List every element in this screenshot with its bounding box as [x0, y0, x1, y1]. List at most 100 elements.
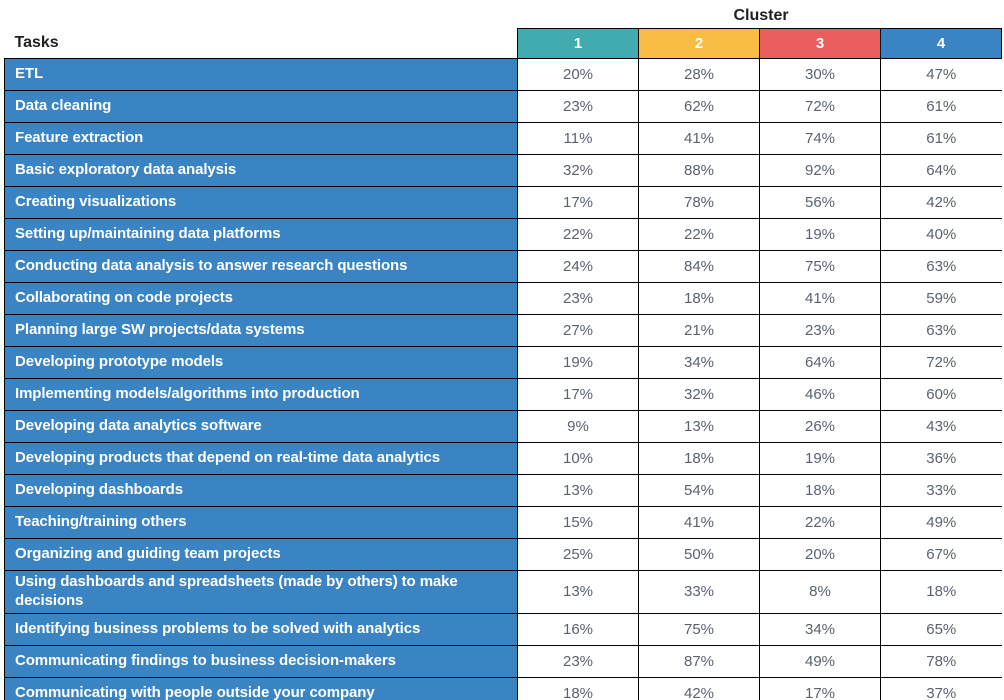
value-cell: 88% [638, 154, 760, 187]
value-cell: 63% [880, 314, 1002, 347]
value-cell: 27% [517, 314, 639, 347]
value-cell: 22% [638, 218, 760, 251]
value-cell: 32% [638, 378, 760, 411]
value-cell: 16% [517, 612, 639, 646]
value-cell: 34% [759, 612, 881, 646]
cluster-column-header-2: 2 [638, 28, 760, 59]
value-cell: 61% [880, 90, 1002, 123]
value-cell: 59% [880, 282, 1002, 315]
value-cell: 72% [880, 346, 1002, 379]
task-label: Developing prototype models [4, 346, 518, 379]
value-cell: 18% [638, 282, 760, 315]
value-cell: 10% [517, 442, 639, 475]
value-cell: 49% [759, 644, 881, 678]
value-cell: 23% [517, 644, 639, 678]
table-row: Setting up/maintaining data platforms 22… [4, 218, 1002, 251]
value-cell: 30% [759, 58, 881, 91]
task-label: Feature extraction [4, 122, 518, 155]
task-label: ETL [4, 58, 518, 91]
value-cell: 41% [759, 282, 881, 315]
table-row: Organizing and guiding team projects 25%… [4, 538, 1002, 571]
value-cell: 56% [759, 186, 881, 219]
value-cell: 15% [517, 506, 639, 539]
value-cell: 18% [880, 570, 1002, 614]
table-row: Developing dashboards 13% 54% 18% 33% [4, 474, 1002, 507]
value-cell: 20% [759, 538, 881, 571]
value-cell: 18% [517, 676, 639, 700]
value-cell: 19% [517, 346, 639, 379]
value-cell: 87% [638, 644, 760, 678]
value-cell: 41% [638, 506, 760, 539]
table-row: Collaborating on code projects 23% 18% 4… [4, 282, 1002, 315]
cluster-title: Cluster [733, 7, 789, 24]
value-cell: 72% [759, 90, 881, 123]
table-row: Implementing models/algorithms into prod… [4, 378, 1002, 411]
value-cell: 64% [880, 154, 1002, 187]
table-row: Data cleaning 23% 62% 72% 61% [4, 90, 1002, 123]
value-cell: 23% [517, 90, 639, 123]
table-row: Developing products that depend on real-… [4, 442, 1002, 475]
value-cell: 17% [759, 676, 881, 700]
task-label: Communicating with people outside your c… [4, 676, 518, 700]
value-cell: 78% [880, 644, 1002, 678]
table-row: Communicating findings to business decis… [4, 644, 1002, 678]
value-cell: 18% [638, 442, 760, 475]
table-row: Using dashboards and spreadsheets (made … [4, 570, 1002, 614]
value-cell: 92% [759, 154, 881, 187]
value-cell: 24% [517, 250, 639, 283]
value-cell: 67% [880, 538, 1002, 571]
value-cell: 75% [759, 250, 881, 283]
value-cell: 43% [880, 410, 1002, 443]
value-cell: 13% [517, 474, 639, 507]
value-cell: 28% [638, 58, 760, 91]
task-label: Data cleaning [4, 90, 518, 123]
task-label: Developing products that depend on real-… [4, 442, 518, 475]
value-cell: 84% [638, 250, 760, 283]
value-cell: 49% [880, 506, 1002, 539]
table-row: Developing prototype models 19% 34% 64% … [4, 346, 1002, 379]
value-cell: 62% [638, 90, 760, 123]
value-cell: 18% [759, 474, 881, 507]
tasks-table: Tasks 1 2 3 4 ETL 20% 28% 30% 47% Data c… [4, 28, 1002, 700]
value-cell: 26% [759, 410, 881, 443]
value-cell: 17% [517, 186, 639, 219]
table-row: Basic exploratory data analysis 32% 88% … [4, 154, 1002, 187]
task-label: Organizing and guiding team projects [4, 538, 518, 571]
value-cell: 47% [880, 58, 1002, 91]
table-row: Communicating with people outside your c… [4, 676, 1002, 700]
value-cell: 40% [880, 218, 1002, 251]
value-cell: 78% [638, 186, 760, 219]
value-cell: 42% [880, 186, 1002, 219]
table-row: Developing data analytics software 9% 13… [4, 410, 1002, 443]
value-cell: 33% [880, 474, 1002, 507]
value-cell: 74% [759, 122, 881, 155]
value-cell: 22% [759, 506, 881, 539]
task-label: Teaching/training others [4, 506, 518, 539]
value-cell: 11% [517, 122, 639, 155]
table-row: Feature extraction 11% 41% 74% 61% [4, 122, 1002, 155]
value-cell: 23% [517, 282, 639, 315]
task-label: Developing dashboards [4, 474, 518, 507]
value-cell: 21% [638, 314, 760, 347]
table-row: Conducting data analysis to answer resea… [4, 250, 1002, 283]
value-cell: 22% [517, 218, 639, 251]
value-cell: 50% [638, 538, 760, 571]
value-cell: 13% [517, 570, 639, 614]
value-cell: 63% [880, 250, 1002, 283]
task-label: Implementing models/algorithms into prod… [4, 378, 518, 411]
value-cell: 13% [638, 410, 760, 443]
cluster-column-header-1: 1 [517, 28, 639, 59]
value-cell: 25% [517, 538, 639, 571]
task-label: Communicating findings to business decis… [4, 644, 518, 678]
table-row: Planning large SW projects/data systems … [4, 314, 1002, 347]
table-row: ETL 20% 28% 30% 47% [4, 58, 1002, 91]
value-cell: 54% [638, 474, 760, 507]
value-cell: 46% [759, 378, 881, 411]
value-cell: 60% [880, 378, 1002, 411]
task-label: Creating visualizations [4, 186, 518, 219]
value-cell: 33% [638, 570, 760, 614]
table-row: Creating visualizations 17% 78% 56% 42% [4, 186, 1002, 219]
task-label: Identifying business problems to be solv… [4, 612, 518, 646]
value-cell: 20% [517, 58, 639, 91]
